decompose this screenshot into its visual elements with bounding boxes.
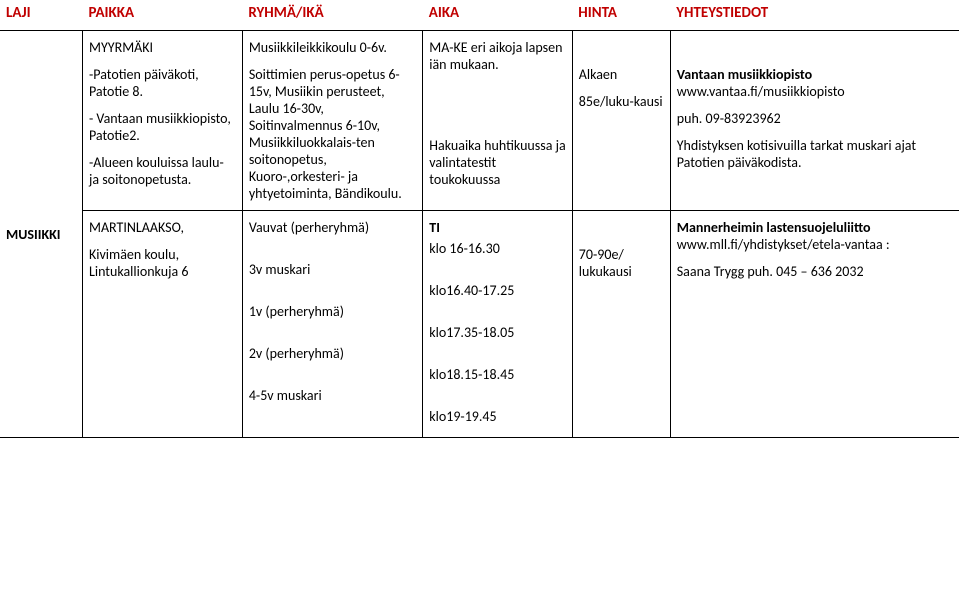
paikka-line: MYYRMÄKI <box>89 39 236 56</box>
paikka-line: Kivimäen koulu, Lintukallionkuja 6 <box>89 246 236 280</box>
col-header-paikka: PAIKKA <box>82 0 242 31</box>
table-row: MUSIIKKI MYYRMÄKI -Patotien päiväkoti, P… <box>0 31 959 211</box>
ryhma-line: 4-5v muskari <box>249 387 416 404</box>
cell-hinta: 70-90e/ lukukausi <box>572 211 670 438</box>
aika-line: klo 16-16.30 <box>429 240 566 257</box>
cell-laji: MUSIIKKI <box>0 31 82 438</box>
aika-line: klo16.40-17.25 <box>429 282 566 299</box>
yhteys-title: Mannerheimin lastensuojeluliitto <box>677 219 871 236</box>
ryhma-line: 3v muskari <box>249 261 416 278</box>
yhteys-line: puh. 09-83923962 <box>677 110 953 127</box>
cell-yhteys: Vantaan musiikkiopisto www.vantaa.fi/mus… <box>670 31 959 211</box>
cell-hinta: Alkaen 85e/luku-kausi <box>572 31 670 211</box>
paikka-line: -Patotien päiväkoti, Patotie 8. <box>89 66 236 100</box>
aika-line: TI <box>429 219 566 236</box>
hinta-line: 85e/luku-kausi <box>579 93 664 110</box>
cell-aika: MA-KE eri aikoja lapsen iän mukaan. Haku… <box>423 31 573 211</box>
yhteys-line: Yhdistyksen kotisivuilla tarkat muskari … <box>677 137 953 171</box>
yhteys-title: Vantaan musiikkiopisto <box>677 66 812 83</box>
header-row: LAJI PAIKKA RYHMÄ/IKÄ AIKA HINTA YHTEYST… <box>0 0 959 31</box>
ryhma-line: 2v (perheryhmä) <box>249 345 416 362</box>
aika-line: klo17.35-18.05 <box>429 324 566 341</box>
col-header-yhteys: YHTEYSTIEDOT <box>670 0 959 31</box>
ryhma-line: 1v (perheryhmä) <box>249 303 416 320</box>
yhteys-url: www.mll.fi/yhdistykset/etela-vantaa <box>677 236 883 253</box>
cell-yhteys: Mannerheimin lastensuojeluliitto www.mll… <box>670 211 959 438</box>
yhteys-line: Mannerheimin lastensuojeluliitto www.mll… <box>677 219 953 253</box>
col-header-laji: LAJI <box>0 0 82 31</box>
col-header-hinta: HINTA <box>572 0 670 31</box>
cell-ryhma: Vauvat (perheryhmä) 3v muskari 1v (perhe… <box>242 211 422 438</box>
cell-paikka: MYYRMÄKI -Patotien päiväkoti, Patotie 8.… <box>82 31 242 211</box>
aika-day: TI <box>429 219 440 236</box>
hinta-line: 70-90e/ lukukausi <box>579 246 664 280</box>
hinta-line: Alkaen <box>579 66 664 83</box>
cell-paikka: MARTINLAAKSO, Kivimäen koulu, Lintukalli… <box>82 211 242 438</box>
table-row: MARTINLAAKSO, Kivimäen koulu, Lintukalli… <box>0 211 959 438</box>
paikka-line: MARTINLAAKSO, <box>89 219 236 236</box>
paikka-line: - Vantaan musiikkiopisto, Patotie2. <box>89 110 236 144</box>
paikka-line: -Alueen kouluissa laulu- ja soitonopetus… <box>89 154 236 188</box>
aika-line: klo18.15-18.45 <box>429 366 566 383</box>
yhteys-line: Vantaan musiikkiopisto www.vantaa.fi/mus… <box>677 66 953 100</box>
yhteys-url: www.vantaa.fi/musiikkiopisto <box>677 83 845 100</box>
ryhma-line: Musiikkileikkikoulu 0-6v. <box>249 39 416 56</box>
cell-aika: TI klo 16-16.30 klo16.40-17.25 klo17.35-… <box>423 211 573 438</box>
aika-line: klo19-19.45 <box>429 408 566 425</box>
aika-line: MA-KE eri aikoja lapsen iän mukaan. <box>429 39 566 73</box>
col-header-aika: AIKA <box>423 0 573 31</box>
schedule-table: LAJI PAIKKA RYHMÄ/IKÄ AIKA HINTA YHTEYST… <box>0 0 959 438</box>
col-header-ryhma: RYHMÄ/IKÄ <box>242 0 422 31</box>
aika-line: Hakuaika huhtikuussa ja valintatestit to… <box>429 137 566 188</box>
ryhma-line: Vauvat (perheryhmä) <box>249 219 416 236</box>
yhteys-colon: : <box>883 236 890 253</box>
ryhma-line: Soittimien perus-opetus 6-15v, Musiikin … <box>249 66 416 202</box>
cell-ryhma: Musiikkileikkikoulu 0-6v. Soittimien per… <box>242 31 422 211</box>
yhteys-line: Saana Trygg puh. 045 – 636 2032 <box>677 263 953 280</box>
